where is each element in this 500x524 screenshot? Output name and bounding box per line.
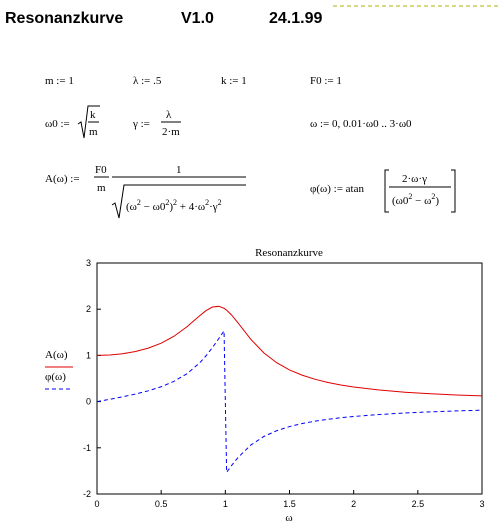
x-tick-label: 0 (94, 499, 99, 509)
sqrt-sign (111, 184, 246, 219)
x-tick-label: 0.5 (155, 499, 168, 509)
x-tick-label: 3 (479, 499, 484, 509)
phi-den: (ω02 − ω2) (392, 192, 439, 207)
formula-part: − ω0 (141, 201, 166, 213)
def-lambda: λ := .5 (133, 75, 162, 87)
formula-part: (ω0 (392, 195, 409, 207)
legend-label: A(ω) (45, 349, 68, 361)
omega0-num: k (90, 109, 96, 121)
formula-part: + 4·ω (177, 201, 205, 213)
def-m: m := 1 (45, 75, 74, 87)
header-date: 24.1.99 (269, 10, 322, 27)
header-title: Resonanzkurve (5, 10, 123, 27)
a-num2: 1 (176, 164, 182, 176)
x-axis-label: ω (285, 512, 292, 524)
formula-part: ) (435, 195, 439, 207)
superscript: 2 (205, 198, 209, 207)
superscript: 2 (137, 198, 141, 207)
header-version: V1.0 (181, 10, 214, 27)
superscript: 2 (173, 198, 177, 207)
y-tick-label: 0 (86, 397, 91, 407)
y-tick-label: -2 (83, 489, 91, 499)
chart-title: Resonanzkurve (255, 247, 323, 259)
a-num1: F0 (95, 164, 107, 176)
series-line (96, 305, 483, 397)
def-k: k := 1 (221, 75, 247, 87)
x-tick-label: 1 (223, 499, 228, 509)
y-tick-label: -1 (83, 443, 91, 453)
a-den1: m (97, 182, 106, 194)
superscript: 2 (408, 192, 412, 201)
gamma-den: 2·m (162, 126, 180, 138)
omega0-lhs: ω0 := (45, 118, 70, 130)
x-tick-label: 1.5 (283, 499, 296, 509)
phi-num: 2·ω·γ (402, 173, 427, 185)
omega0-den: m (89, 126, 98, 138)
x-tick-label: 2.5 (412, 499, 425, 509)
superscript: 2 (431, 192, 435, 201)
superscript: 2 (218, 198, 222, 207)
superscript: 2 (165, 198, 169, 207)
x-tick-label: 2 (351, 499, 356, 509)
formula-part: ·γ (209, 201, 218, 213)
a-den2: (ω2 − ω02)2 + 4·ω2·γ2 (126, 198, 222, 213)
formula-part: − ω (412, 195, 431, 207)
phi-lhs: φ(ω) := atan (310, 183, 364, 195)
gamma-lhs: γ := (132, 118, 150, 130)
series-line (96, 329, 483, 474)
formula-part: (ω (126, 201, 137, 213)
brackets (384, 169, 456, 213)
a-lhs: A(ω) := (45, 173, 80, 185)
y-tick-label: 1 (86, 350, 91, 360)
legend-label: φ(ω) (45, 371, 66, 383)
def-f0: F0 := 1 (310, 75, 342, 87)
sqrt-sign (77, 105, 100, 139)
formula-part: ) (169, 201, 173, 213)
omega-range: ω := 0, 0.01·ω0 .. 3·ω0 (310, 118, 412, 130)
y-tick-label: 2 (86, 304, 91, 314)
gamma-num: λ (166, 109, 172, 121)
plot-frame (96, 262, 483, 495)
y-tick-label: 3 (86, 258, 91, 268)
